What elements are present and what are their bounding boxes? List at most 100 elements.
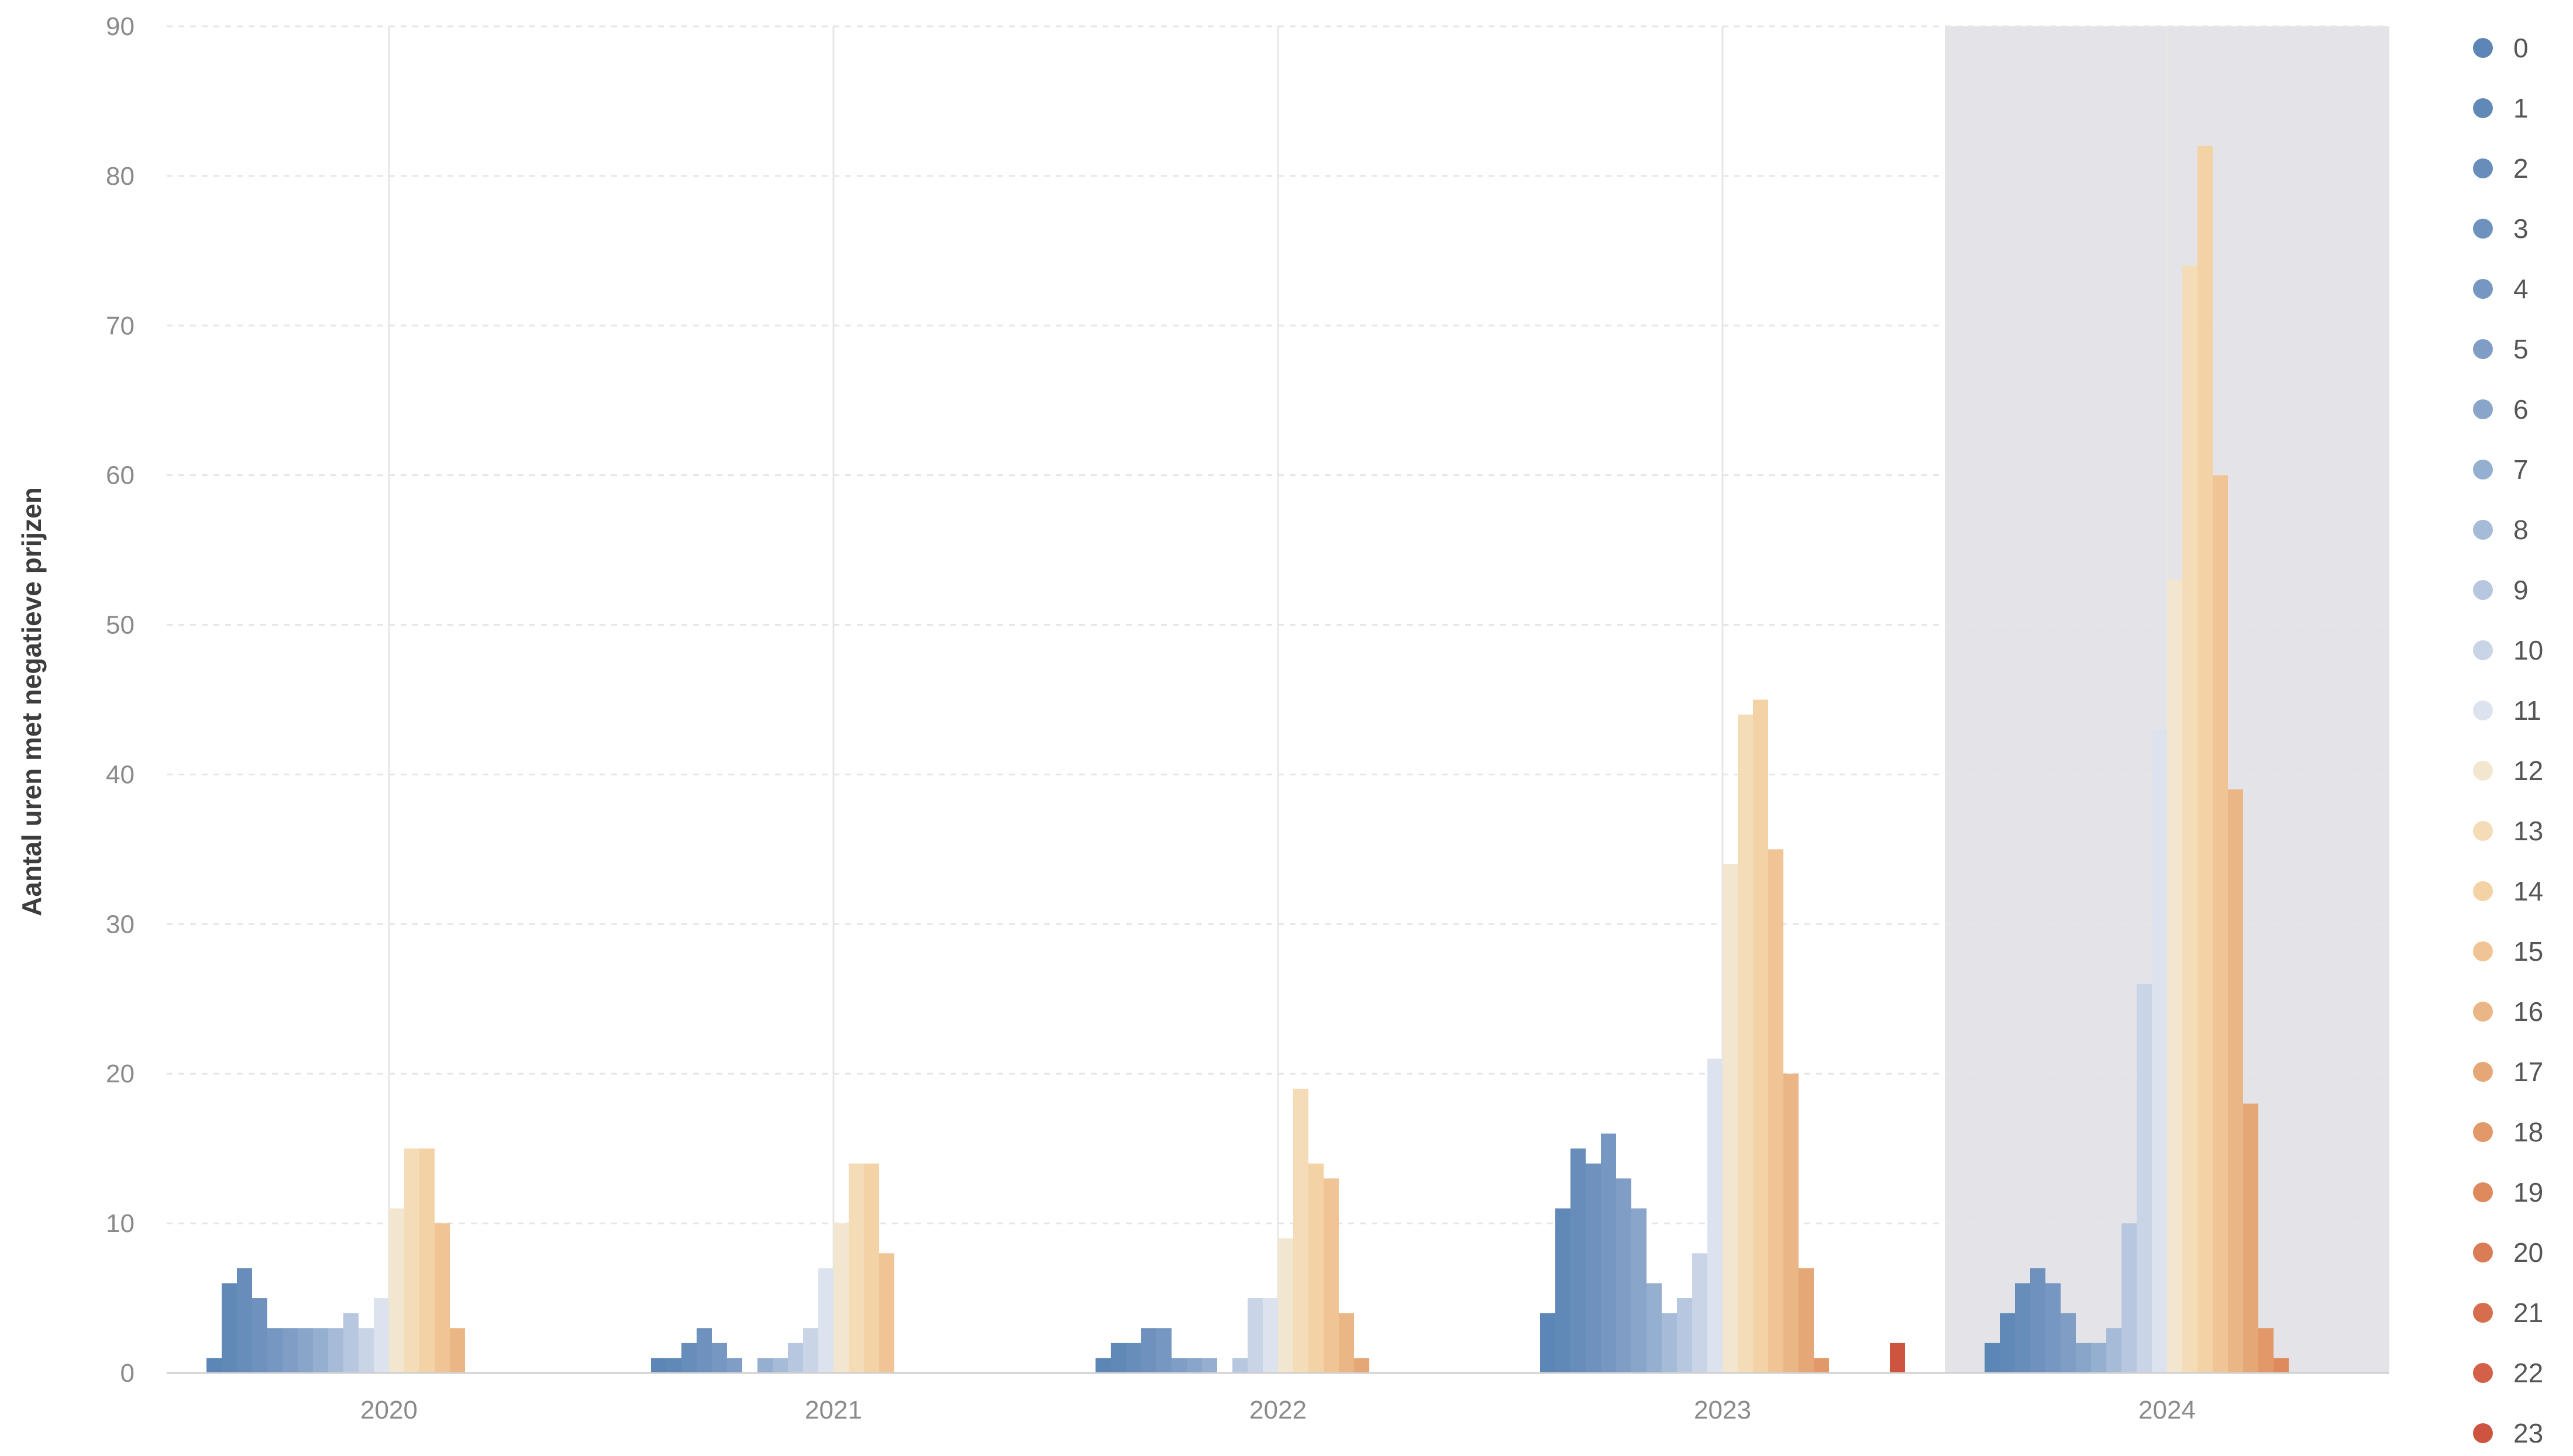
legend-item-1[interactable]: 1 xyxy=(2473,93,2529,123)
legend-item-4[interactable]: 4 xyxy=(2473,274,2529,304)
bar-2024-7 xyxy=(2091,1343,2106,1373)
bar-2023-10 xyxy=(1692,1253,1707,1373)
bar-2024-14 xyxy=(2197,146,2213,1373)
bar-2024-16 xyxy=(2228,789,2243,1373)
legend-item-19[interactable]: 19 xyxy=(2473,1177,2543,1207)
legend-marker-3 xyxy=(2473,219,2493,239)
axes: 0 10 20 30 40 50 60 70 80 90 2020 2021 2022 2023 2024 xyxy=(106,12,2389,1424)
bar-2024-8 xyxy=(2106,1328,2121,1373)
bar-2020-6 xyxy=(298,1328,313,1373)
legend-item-15[interactable]: 15 xyxy=(2473,936,2543,967)
legend-label-12: 12 xyxy=(2513,755,2543,786)
x-tick-label-2022: 2022 xyxy=(1249,1396,1307,1424)
bar-2021-11 xyxy=(818,1268,833,1373)
legend-item-8[interactable]: 8 xyxy=(2473,515,2529,545)
bar-2022-3 xyxy=(1141,1328,1156,1373)
legend-item-7[interactable]: 7 xyxy=(2473,454,2529,485)
bar-2021-8 xyxy=(773,1358,788,1373)
legend-marker-2 xyxy=(2473,158,2493,178)
bar-2020-12 xyxy=(389,1208,404,1373)
legend-marker-21 xyxy=(2473,1303,2493,1323)
bar-2023-15 xyxy=(1768,849,1783,1373)
legend-item-13[interactable]: 13 xyxy=(2473,816,2543,846)
legend-marker-15 xyxy=(2473,941,2493,961)
legend-item-20[interactable]: 20 xyxy=(2473,1237,2543,1268)
legend-item-17[interactable]: 17 xyxy=(2473,1057,2543,1087)
legend-item-14[interactable]: 14 xyxy=(2473,876,2543,906)
legend-marker-22 xyxy=(2473,1363,2493,1383)
legend-marker-10 xyxy=(2473,640,2493,660)
bar-2024-0 xyxy=(1985,1343,2000,1373)
legend-marker-23 xyxy=(2473,1423,2493,1443)
bar-2022-13 xyxy=(1293,1088,1308,1373)
legend-item-23[interactable]: 23 xyxy=(2473,1418,2543,1448)
bar-2020-15 xyxy=(435,1223,450,1373)
y-tick-label-50: 50 xyxy=(106,611,135,640)
legend-item-11[interactable]: 11 xyxy=(2473,695,2541,726)
bar-2023-7 xyxy=(1647,1283,1662,1373)
y-tick-label-40: 40 xyxy=(106,760,135,789)
bar-2022-11 xyxy=(1263,1298,1278,1373)
bar-2024-10 xyxy=(2137,984,2152,1373)
bar-2022-10 xyxy=(1248,1298,1263,1373)
legend-label-19: 19 xyxy=(2513,1177,2543,1207)
x-tick-label-2023: 2023 xyxy=(1694,1396,1751,1424)
legend-item-18[interactable]: 18 xyxy=(2473,1117,2543,1147)
bar-2021-0 xyxy=(651,1358,666,1373)
legend-item-3[interactable]: 3 xyxy=(2473,213,2529,244)
legend-item-12[interactable]: 12 xyxy=(2473,755,2543,786)
legend-label-7: 7 xyxy=(2513,454,2529,485)
bar-2021-5 xyxy=(727,1358,742,1373)
y-tick-label-0: 0 xyxy=(120,1359,135,1388)
y-tick-label-70: 70 xyxy=(106,312,135,340)
legend-label-5: 5 xyxy=(2513,334,2529,364)
legend-item-5[interactable]: 5 xyxy=(2473,334,2529,364)
bar-2023-6 xyxy=(1631,1208,1647,1373)
legend-item-10[interactable]: 10 xyxy=(2473,635,2543,665)
legend-item-6[interactable]: 6 xyxy=(2473,394,2529,425)
bar-2021-13 xyxy=(849,1163,864,1373)
legend-label-9: 9 xyxy=(2513,575,2529,605)
bar-2022-14 xyxy=(1308,1163,1324,1373)
bar-2024-4 xyxy=(2045,1283,2061,1373)
bar-2024-15 xyxy=(2213,475,2228,1373)
legend-item-0[interactable]: 0 xyxy=(2473,33,2529,63)
legend-label-11: 11 xyxy=(2513,695,2541,726)
legend-item-9[interactable]: 9 xyxy=(2473,575,2529,605)
legend-label-16: 16 xyxy=(2513,996,2543,1027)
bar-2023-3 xyxy=(1586,1163,1601,1373)
bar-2024-1 xyxy=(2000,1313,2015,1373)
bar-2023-1 xyxy=(1555,1208,1570,1373)
legend-label-14: 14 xyxy=(2513,876,2543,906)
bar-2020-7 xyxy=(313,1328,328,1373)
legend-label-13: 13 xyxy=(2513,816,2543,846)
bar-2023-9 xyxy=(1677,1298,1692,1373)
legend-label-22: 22 xyxy=(2513,1358,2543,1388)
bar-2022-7 xyxy=(1202,1358,1217,1373)
bar-2024-3 xyxy=(2030,1268,2045,1373)
bar-2023-11 xyxy=(1707,1058,1723,1373)
bar-2023-13 xyxy=(1738,715,1753,1373)
bar-2020-13 xyxy=(404,1148,419,1373)
bar-2020-3 xyxy=(252,1298,267,1373)
legend-marker-17 xyxy=(2473,1062,2493,1082)
legend-item-16[interactable]: 16 xyxy=(2473,996,2543,1027)
y-tick-label-10: 10 xyxy=(106,1209,135,1238)
y-axis-label: Aantal uren met negatieve prijzen xyxy=(16,487,47,916)
bar-2020-14 xyxy=(419,1148,435,1373)
legend-item-21[interactable]: 21 xyxy=(2473,1298,2543,1328)
bar-2023-12 xyxy=(1723,864,1738,1373)
bar-2020-2 xyxy=(237,1268,252,1373)
legend-item-2[interactable]: 2 xyxy=(2473,153,2529,184)
bar-2020-16 xyxy=(450,1328,465,1373)
legend-item-22[interactable]: 22 xyxy=(2473,1358,2543,1388)
legend-marker-9 xyxy=(2473,580,2493,600)
bar-2020-1 xyxy=(222,1283,237,1373)
bar-2020-8 xyxy=(328,1328,343,1373)
x-tick-label-2020: 2020 xyxy=(360,1396,418,1424)
bar-2023-2 xyxy=(1570,1148,1586,1373)
legend-label-21: 21 xyxy=(2513,1298,2543,1328)
legend-marker-12 xyxy=(2473,761,2493,781)
